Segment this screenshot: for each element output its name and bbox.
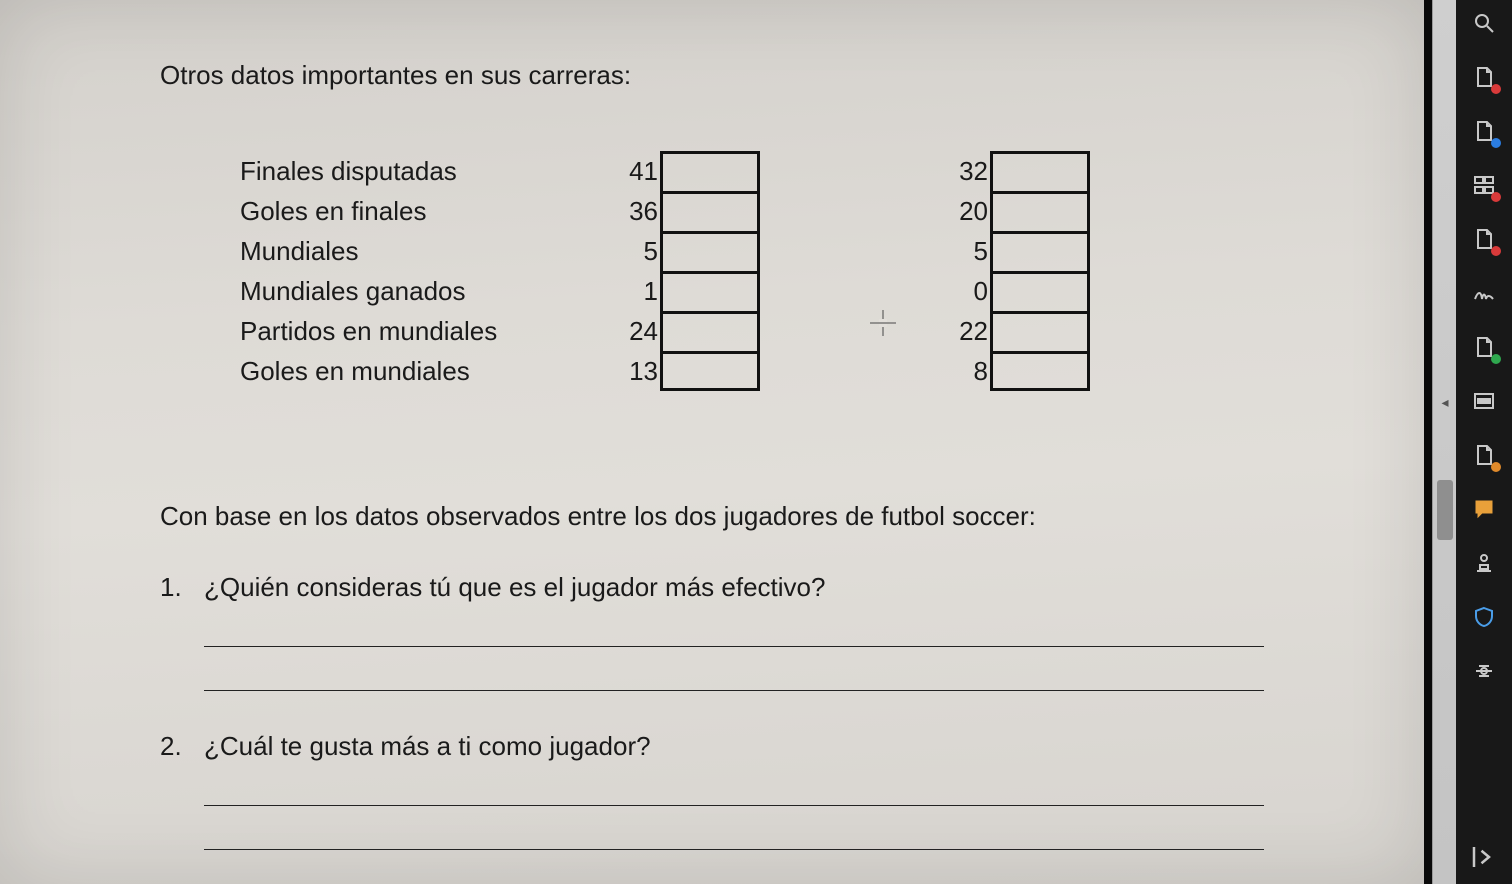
player-a-input-box[interactable]: [660, 151, 760, 191]
answer-line[interactable]: [204, 609, 1264, 647]
intro-text: Otros datos importantes en sus carreras:: [160, 60, 1264, 91]
question-body: ¿Quién consideras tú que es el jugador m…: [204, 572, 1264, 691]
search-icon[interactable]: [1469, 8, 1499, 38]
player-a-input-box[interactable]: [660, 351, 760, 391]
scrollbar-thumb[interactable]: [1437, 480, 1453, 540]
player-b-value: 0: [930, 271, 990, 311]
player-a-value: 5: [600, 231, 660, 271]
page-edit-icon[interactable]: [1469, 332, 1499, 362]
column-gap: [760, 271, 930, 311]
row-label: Goles en finales: [240, 191, 600, 231]
player-a-input-box[interactable]: [660, 311, 760, 351]
question-number: 2.: [160, 731, 204, 850]
row-label: Partidos en mundiales: [240, 311, 600, 351]
player-b-input-box[interactable]: [990, 271, 1090, 311]
row-label: Mundiales: [240, 231, 600, 271]
question-body: ¿Cuál te gusta más a ti como jugador?: [204, 731, 1264, 850]
redact-icon[interactable]: [1469, 386, 1499, 416]
question-item: 2.¿Cuál te gusta más a ti como jugador?: [160, 731, 1264, 850]
signature-icon[interactable]: [1469, 278, 1499, 308]
player-a-input-box[interactable]: [660, 271, 760, 311]
document-page: Otros datos importantes en sus carreras:…: [0, 0, 1424, 884]
scroll-up-arrow-icon[interactable]: ◂: [1438, 394, 1452, 408]
column-gap: [760, 311, 930, 351]
panel-collapse-icon[interactable]: [1469, 842, 1499, 872]
tools-sidebar: [1456, 0, 1512, 884]
question-number: 1.: [160, 572, 204, 691]
question-list: 1.¿Quién consideras tú que es el jugador…: [160, 572, 1264, 850]
player-b-value: 32: [930, 151, 990, 191]
question-text: ¿Quién consideras tú que es el jugador m…: [204, 572, 825, 602]
page-icon[interactable]: [1469, 224, 1499, 254]
column-gap: [760, 151, 930, 191]
page-convert-icon[interactable]: [1469, 116, 1499, 146]
player-b-input-box[interactable]: [990, 351, 1090, 391]
player-a-input-box[interactable]: [660, 231, 760, 271]
organize-icon[interactable]: [1469, 170, 1499, 200]
player-a-value: 13: [600, 351, 660, 391]
question-text: ¿Cuál te gusta más a ti como jugador?: [204, 731, 651, 761]
page-area: Otros datos importantes en sus carreras:…: [0, 0, 1432, 884]
player-b-value: 8: [930, 351, 990, 391]
player-b-input-box[interactable]: [990, 191, 1090, 231]
comment-icon[interactable]: [1469, 494, 1499, 524]
page-compress-icon[interactable]: [1469, 440, 1499, 470]
shield-icon[interactable]: [1469, 602, 1499, 632]
player-a-value: 1: [600, 271, 660, 311]
row-label: Finales disputadas: [240, 151, 600, 191]
player-a-value: 36: [600, 191, 660, 231]
player-b-input-box[interactable]: [990, 231, 1090, 271]
player-b-input-box[interactable]: [990, 151, 1090, 191]
player-b-input-box[interactable]: [990, 311, 1090, 351]
answer-line[interactable]: [204, 812, 1264, 850]
player-b-value: 22: [930, 311, 990, 351]
question-item: 1.¿Quién consideras tú que es el jugador…: [160, 572, 1264, 691]
row-label: Goles en mundiales: [240, 351, 600, 391]
answer-line[interactable]: [204, 653, 1264, 691]
career-data-table: Finales disputadas41 32 Goles en finales36…: [240, 151, 1264, 391]
vertical-scrollbar[interactable]: ◂: [1432, 0, 1456, 884]
answer-line[interactable]: [204, 768, 1264, 806]
player-b-value: 5: [930, 231, 990, 271]
column-gap: [760, 191, 930, 231]
row-label: Mundiales ganados: [240, 271, 600, 311]
column-gap: [760, 231, 930, 271]
question-intro-text: Con base en los datos observados entre l…: [160, 501, 1264, 532]
column-gap: [760, 351, 930, 391]
player-a-value: 41: [600, 151, 660, 191]
strikethrough-icon[interactable]: [1469, 656, 1499, 686]
player-a-value: 24: [600, 311, 660, 351]
page-export-icon[interactable]: [1469, 62, 1499, 92]
player-a-input-box[interactable]: [660, 191, 760, 231]
stamp-icon[interactable]: [1469, 548, 1499, 578]
player-b-value: 20: [930, 191, 990, 231]
